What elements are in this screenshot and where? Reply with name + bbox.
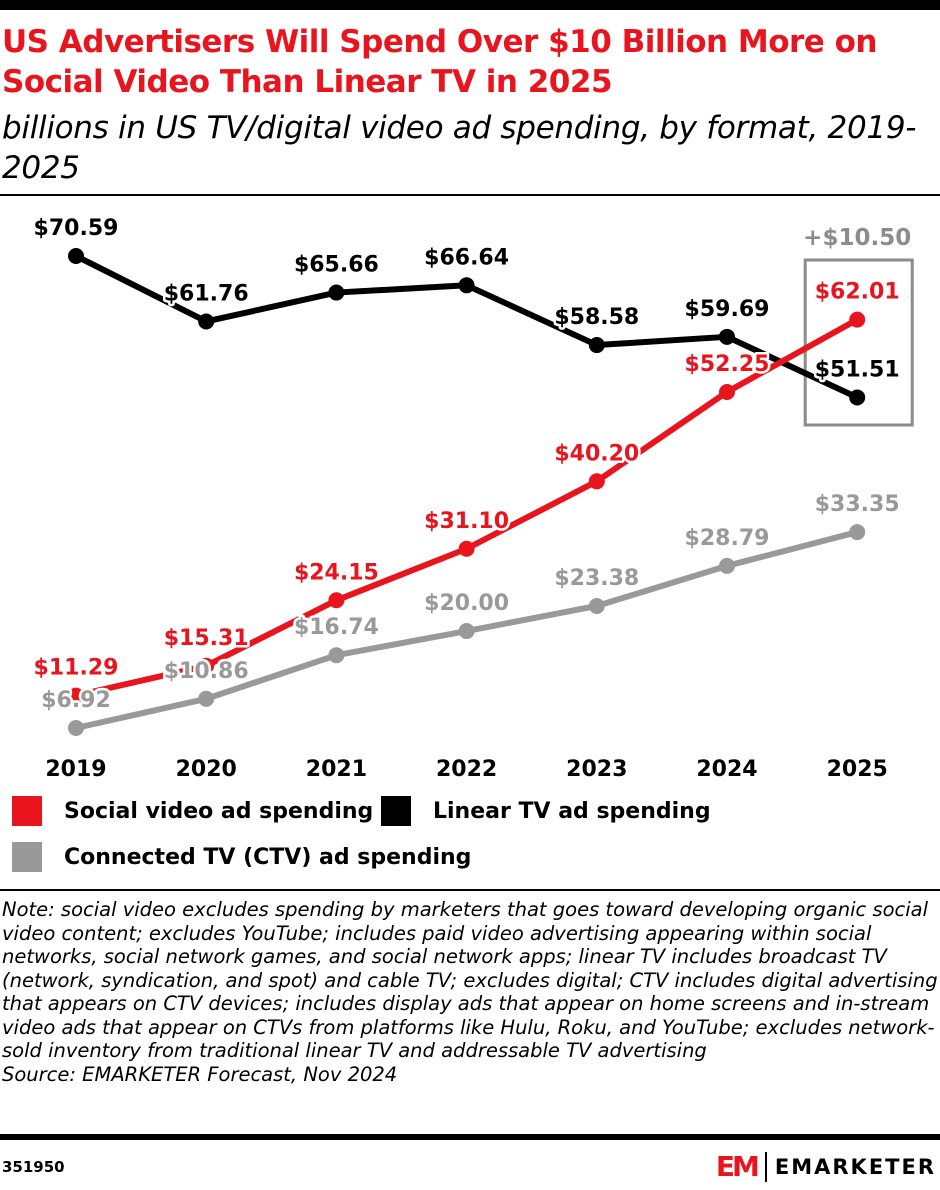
data-label: $10.86 bbox=[164, 659, 249, 684]
legend-swatch bbox=[381, 796, 411, 826]
data-label: $59.69 bbox=[685, 297, 770, 322]
data-label: $23.38 bbox=[554, 566, 639, 591]
data-point bbox=[458, 277, 475, 294]
logo-mark: EM bbox=[715, 1150, 760, 1183]
x-tick-label: 2024 bbox=[696, 757, 757, 782]
data-point bbox=[68, 248, 84, 265]
data-point bbox=[198, 313, 215, 330]
data-point bbox=[328, 592, 345, 609]
legend-item-ctv: Connected TV (CTV) ad spending bbox=[12, 842, 471, 872]
data-label: $62.01 bbox=[815, 280, 900, 305]
data-label: $52.25 bbox=[685, 352, 770, 377]
data-point bbox=[458, 540, 475, 557]
data-point bbox=[849, 524, 866, 541]
data-point bbox=[68, 720, 84, 737]
data-point bbox=[68, 687, 84, 704]
legend-swatch bbox=[12, 842, 42, 872]
legend-item-social: Social video ad spending bbox=[12, 796, 373, 826]
legend-label: Linear TV ad spending bbox=[433, 798, 711, 824]
note: Note: social video excludes spending by … bbox=[2, 898, 938, 1086]
x-tick-label: 2025 bbox=[827, 757, 888, 782]
x-tick-label: 2020 bbox=[176, 757, 237, 782]
legend-swatch bbox=[12, 796, 42, 826]
data-label: $24.15 bbox=[294, 560, 379, 585]
data-label: $58.58 bbox=[554, 305, 639, 330]
data-point bbox=[458, 623, 475, 640]
data-label: $20.00 bbox=[424, 591, 509, 616]
legend-item-linear: Linear TV ad spending bbox=[381, 796, 711, 826]
data-label: $28.79 bbox=[685, 526, 770, 551]
divider bbox=[0, 194, 940, 196]
data-label: $61.76 bbox=[164, 281, 249, 306]
annotation-box bbox=[803, 258, 914, 427]
line-chart: +$10.50 $70.59 $61.76 $65.66 $66.64 $58.58 $59… bbox=[33, 216, 914, 782]
data-label: $40.20 bbox=[554, 441, 639, 466]
data-label: $6.92 bbox=[41, 688, 111, 713]
data-point bbox=[849, 311, 866, 328]
data-point bbox=[328, 284, 345, 301]
data-point bbox=[328, 647, 345, 664]
data-label: $11.29 bbox=[34, 656, 119, 681]
logo-brand: EMARKETER bbox=[774, 1154, 936, 1179]
data-point bbox=[198, 657, 215, 674]
annotation-label: +$10.50 bbox=[803, 225, 911, 251]
data-label: $66.64 bbox=[424, 245, 509, 270]
note-text: Note: social video excludes spending by … bbox=[2, 898, 938, 1062]
data-point bbox=[198, 690, 215, 707]
x-tick-label: 2021 bbox=[306, 757, 367, 782]
top-bar bbox=[0, 0, 940, 10]
x-tick-label: 2023 bbox=[566, 757, 627, 782]
legend-label: Connected TV (CTV) ad spending bbox=[64, 844, 472, 870]
data-label: $15.31 bbox=[164, 626, 249, 651]
chart-subtitle: billions in US TV/digital video ad spend… bbox=[2, 110, 917, 186]
data-point bbox=[588, 473, 605, 490]
logo-divider bbox=[764, 1151, 767, 1182]
data-label: $70.59 bbox=[34, 216, 119, 241]
chart-id: 351950 bbox=[2, 1158, 65, 1176]
data-point bbox=[588, 597, 605, 614]
data-point bbox=[849, 389, 866, 406]
data-label: $51.51 bbox=[815, 357, 900, 382]
data-label: $31.10 bbox=[424, 509, 509, 534]
x-tick-label: 2022 bbox=[436, 757, 497, 782]
data-point bbox=[719, 328, 735, 345]
divider bbox=[0, 889, 940, 891]
data-point bbox=[719, 383, 735, 400]
emarketer-logo: EM EMARKETER bbox=[716, 1150, 936, 1183]
data-label: $33.35 bbox=[815, 492, 900, 517]
data-point bbox=[719, 557, 735, 574]
x-tick-label: 2019 bbox=[45, 757, 106, 782]
data-label: $65.66 bbox=[294, 253, 379, 278]
legend-label: Social video ad spending bbox=[64, 798, 374, 824]
data-point bbox=[588, 337, 605, 354]
chart-title: US Advertisers Will Spend Over $10 Billi… bbox=[2, 24, 877, 100]
footer-bar bbox=[0, 1134, 940, 1140]
source-text: Source: EMARKETER Forecast, Nov 2024 bbox=[2, 1062, 398, 1086]
data-label: $16.74 bbox=[294, 615, 379, 640]
